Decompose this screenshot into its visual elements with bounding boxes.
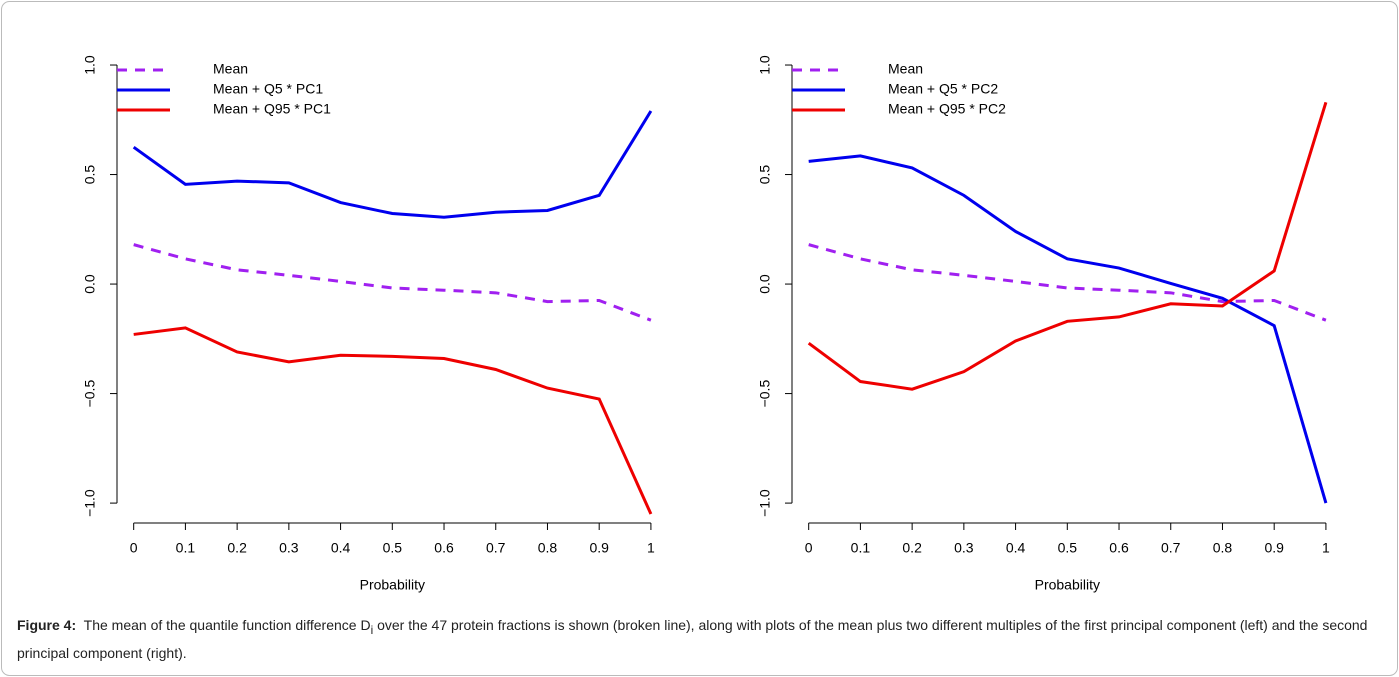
x-tick-label: 0.4 (331, 540, 351, 556)
series-line (808, 154, 1328, 504)
caption-subscript: i (370, 623, 374, 637)
x-tick-label: 0.7 (1161, 540, 1181, 556)
y-tick-label: −1.0 (82, 489, 98, 517)
x-tick-label: 0.2 (902, 540, 922, 556)
y-tick-label: 0.5 (82, 165, 98, 185)
y-tick-label: −0.5 (82, 380, 98, 408)
series-line (132, 110, 653, 219)
x-tick-label: 0.3 (954, 540, 974, 556)
caption-text: over the 47 protein fractions is shown (… (17, 617, 1368, 661)
series-line (808, 243, 1327, 322)
x-tick-label: 0.9 (589, 540, 609, 556)
legend-label: Mean + Q95 * PC1 (213, 101, 331, 117)
y-tick-label: 1.0 (82, 55, 98, 75)
x-tick-label: 0.6 (434, 540, 454, 556)
legend-label: Mean + Q5 * PC2 (888, 81, 998, 97)
legend-label: Mean (213, 61, 248, 77)
x-tick-label: 0.1 (176, 540, 196, 556)
x-tick-label: 0.3 (279, 540, 299, 556)
y-tick-label: 0.5 (757, 165, 773, 185)
x-tick-label: 0 (805, 540, 813, 556)
x-tick-label: 0.9 (1264, 540, 1284, 556)
x-tick-label: 0.8 (1213, 540, 1233, 556)
x-axis-label: Probability (1035, 577, 1100, 593)
y-tick-label: 1.0 (757, 55, 773, 75)
x-tick-label: 0.5 (1058, 540, 1078, 556)
x-tick-label: 1 (1322, 540, 1330, 556)
series-line (807, 101, 1328, 391)
series-line (133, 243, 652, 322)
x-tick-label: 0.6 (1109, 540, 1129, 556)
x-tick-label: 0.7 (486, 540, 506, 556)
series-line (133, 326, 653, 515)
x-tick-label: 0.4 (1006, 540, 1026, 556)
y-tick-label: −0.5 (757, 380, 773, 408)
legend-label: Mean + Q95 * PC2 (888, 101, 1006, 117)
caption-text: The mean of the quantile function differ… (83, 617, 371, 633)
y-tick-label: 0.0 (757, 274, 773, 294)
legend-label: Mean (888, 61, 923, 77)
caption-label: Figure 4: (17, 617, 77, 633)
x-tick-label: 1 (647, 540, 655, 556)
x-axis-label: Probability (360, 577, 425, 593)
y-tick-label: −1.0 (757, 489, 773, 517)
x-tick-label: 0.1 (851, 540, 871, 556)
x-tick-label: 0.5 (383, 540, 403, 556)
caption: Figure 4: The mean of the quantile funct… (17, 614, 1395, 664)
x-tick-label: 0.2 (227, 540, 247, 556)
legend-label: Mean + Q5 * PC1 (213, 81, 323, 97)
x-tick-label: 0 (130, 540, 138, 556)
y-tick-label: 0.0 (82, 274, 98, 294)
x-tick-label: 0.8 (538, 540, 558, 556)
